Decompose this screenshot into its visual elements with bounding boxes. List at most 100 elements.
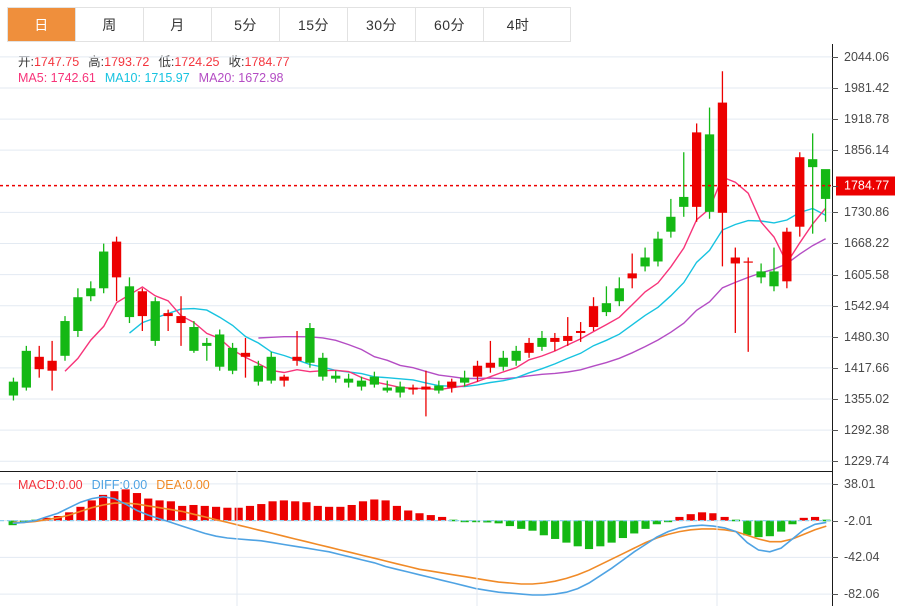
macd-histogram-bar bbox=[810, 516, 820, 521]
axis-tick bbox=[832, 56, 838, 58]
axis-tick bbox=[832, 87, 838, 89]
macd-histogram-bar bbox=[257, 504, 266, 521]
candlestick-chart[interactable] bbox=[0, 44, 912, 471]
macd-histogram-bar bbox=[652, 520, 661, 525]
candle-body bbox=[86, 288, 96, 297]
macd-chart-panel[interactable] bbox=[0, 471, 912, 606]
macd-histogram-bar bbox=[720, 516, 729, 521]
candle-body bbox=[769, 271, 779, 287]
price-axis-label: 1918.78 bbox=[844, 112, 890, 127]
price-axis-label: 1355.02 bbox=[844, 391, 890, 406]
macd-histogram-bar bbox=[76, 506, 85, 521]
candle bbox=[717, 71, 728, 267]
macd-histogram-bar bbox=[460, 520, 469, 523]
candle bbox=[563, 317, 573, 346]
high-label: 高: bbox=[88, 55, 105, 69]
tab-6[interactable]: 60分 bbox=[416, 8, 484, 41]
macd-histogram-bar bbox=[449, 519, 458, 522]
macd-histogram-bar bbox=[178, 505, 187, 521]
candle-body bbox=[369, 376, 380, 385]
candle bbox=[137, 288, 147, 331]
candle-body bbox=[447, 381, 457, 388]
ma5-line bbox=[64, 176, 827, 391]
price-axis-label: 1730.86 bbox=[844, 205, 890, 220]
ma5-label: MA5: bbox=[18, 71, 48, 85]
candle bbox=[588, 297, 599, 331]
tab-0[interactable]: 日 bbox=[8, 8, 76, 41]
candle-body bbox=[21, 350, 31, 388]
price-axis-label: 1542.94 bbox=[844, 298, 890, 313]
candle-body bbox=[343, 378, 354, 383]
price-chart-panel[interactable] bbox=[0, 44, 912, 471]
tab-4[interactable]: 15分 bbox=[280, 8, 348, 41]
macd-histogram-bar bbox=[551, 520, 560, 539]
timeframe-tabbar[interactable]: 日周月 5分 15分 30分 60分 4时 bbox=[7, 7, 571, 42]
macd-histogram-bar bbox=[664, 520, 673, 523]
candle bbox=[202, 337, 212, 361]
candle bbox=[86, 281, 96, 302]
macd-histogram-bar bbox=[325, 506, 334, 521]
candle-body bbox=[356, 380, 367, 387]
ma20-line bbox=[258, 238, 826, 380]
axis-tick bbox=[832, 461, 838, 463]
candle-body bbox=[743, 261, 753, 263]
axis-tick bbox=[832, 398, 838, 400]
macd-histogram-bar bbox=[234, 507, 243, 521]
price-axis-label: 1292.38 bbox=[844, 423, 890, 438]
diff-line bbox=[12, 495, 827, 596]
candle-body bbox=[782, 231, 792, 282]
candle-body bbox=[808, 159, 818, 168]
candle-body bbox=[563, 335, 573, 341]
candle-body bbox=[640, 257, 650, 267]
macd-histogram-bar bbox=[584, 520, 594, 550]
axis-tick bbox=[832, 185, 838, 187]
candle-body bbox=[524, 342, 534, 353]
macd-histogram-bar bbox=[777, 520, 786, 532]
candle-body bbox=[717, 102, 728, 213]
candle-body bbox=[266, 356, 276, 381]
candle bbox=[395, 381, 405, 398]
tab-1[interactable]: 周 bbox=[76, 8, 144, 41]
tab-3[interactable]: 5分 bbox=[212, 8, 280, 41]
dea-line bbox=[12, 502, 827, 585]
macd-histogram-bar bbox=[675, 516, 684, 521]
candle-body bbox=[434, 385, 444, 391]
candle bbox=[498, 350, 508, 371]
price-axis-label: 2044.06 bbox=[844, 49, 890, 64]
open-label: 开: bbox=[18, 55, 34, 69]
macd-histogram-bar bbox=[291, 501, 300, 521]
macd-histogram-bar bbox=[765, 520, 774, 537]
candle bbox=[60, 316, 70, 361]
candle-body bbox=[189, 327, 199, 351]
macd-histogram-bar bbox=[381, 500, 390, 521]
macd-histogram-bar bbox=[98, 494, 108, 521]
candle bbox=[485, 340, 496, 373]
macd-histogram-bar bbox=[65, 512, 74, 521]
price-axis-label: 1668.22 bbox=[844, 236, 890, 251]
tab-7[interactable]: 4时 bbox=[506, 16, 530, 33]
dea-label: DEA: bbox=[156, 478, 186, 492]
candle bbox=[730, 247, 740, 333]
macd-histogram-bar bbox=[494, 520, 503, 524]
tab-2[interactable]: 月 bbox=[144, 8, 212, 41]
candle-body bbox=[382, 387, 392, 391]
candle-body bbox=[511, 350, 521, 361]
macd-histogram-bar bbox=[268, 501, 277, 521]
macd-histogram-bar bbox=[641, 520, 650, 529]
axis-tick bbox=[832, 430, 838, 432]
candle-body bbox=[111, 241, 122, 278]
candle-body bbox=[331, 375, 341, 379]
candle-body bbox=[537, 337, 547, 347]
macd-legend: MACD:0.00 DIFF:0.00 DEA:0.00 bbox=[18, 478, 210, 492]
ma20-label: MA20: bbox=[198, 71, 235, 85]
macd-axis-label: 38.01 bbox=[844, 476, 876, 491]
candle-body bbox=[679, 196, 689, 207]
macd-chart[interactable] bbox=[0, 471, 912, 606]
macd-histogram-bar bbox=[223, 507, 232, 521]
candle bbox=[653, 231, 663, 267]
tab-5[interactable]: 30分 bbox=[348, 8, 416, 41]
candle-body bbox=[279, 376, 289, 381]
macd-histogram-bar bbox=[392, 505, 401, 521]
candle-body bbox=[292, 356, 302, 361]
candle-body bbox=[47, 360, 57, 371]
